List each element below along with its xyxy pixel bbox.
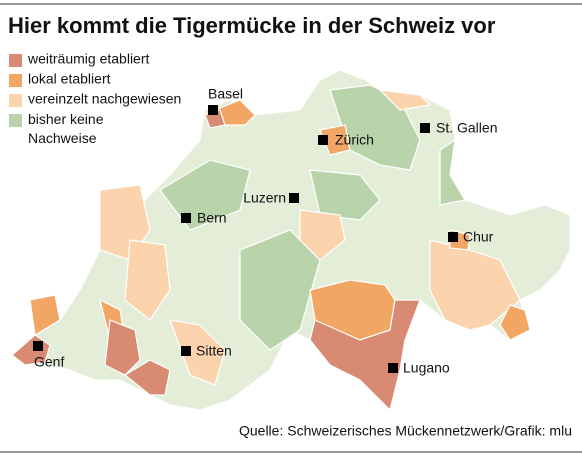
- legend-label-line: bisher keine: [28, 111, 104, 127]
- region: [123, 359, 171, 396]
- city-marker: [289, 193, 299, 203]
- city-label: St. Gallen: [436, 120, 497, 136]
- legend-label: bisher keine Nachweise: [28, 111, 104, 146]
- city-marker: [448, 232, 458, 242]
- city-label: Sitten: [196, 343, 232, 359]
- city-label: Basel: [208, 86, 243, 102]
- region: [439, 138, 466, 206]
- region: [309, 299, 421, 412]
- region: [319, 124, 351, 156]
- city-marker: [33, 341, 43, 351]
- region: [104, 319, 141, 376]
- city-label: Luzern: [243, 190, 286, 206]
- city-marker: [181, 213, 191, 223]
- legend-swatch: [9, 94, 22, 107]
- legend-swatch: [9, 74, 22, 87]
- legend-swatch: [9, 114, 22, 127]
- region: [499, 304, 531, 341]
- legend-swatch: [9, 54, 22, 67]
- region: [299, 209, 346, 261]
- city-marker: [318, 135, 328, 145]
- region: [29, 294, 61, 336]
- city-label: Bern: [197, 210, 227, 226]
- region: [429, 239, 521, 331]
- legend-label: vereinzelt nachgewiesen: [28, 91, 181, 107]
- legend-item: bisher keine Nachweise: [9, 111, 104, 146]
- region: [239, 229, 321, 351]
- title: Hier kommt die Tigermücke in der Schweiz…: [8, 13, 496, 38]
- legend-item: vereinzelt nachgewiesen: [9, 91, 181, 107]
- region: [309, 169, 381, 221]
- city-marker: [181, 346, 191, 356]
- city-label: Zürich: [335, 132, 374, 148]
- legend-item: weiträumig etabliert: [9, 51, 149, 67]
- legend-label: lokal etabliert: [28, 71, 111, 87]
- city-label: Lugano: [403, 360, 450, 376]
- city-marker: [420, 123, 430, 133]
- source: Quelle: Schweizerisches Mückennetzwerk/G…: [239, 423, 572, 439]
- region: [378, 89, 432, 111]
- city-label: Chur: [463, 229, 494, 245]
- region: [159, 159, 251, 231]
- legend-item: lokal etabliert: [9, 71, 111, 87]
- region: [124, 239, 171, 321]
- legend-label-line: Nachweise: [28, 130, 97, 146]
- city-marker: [208, 105, 218, 115]
- city-label: Genf: [34, 354, 64, 370]
- legend-label: weiträumig etabliert: [27, 51, 149, 67]
- region: [169, 319, 226, 386]
- city-marker: [388, 363, 398, 373]
